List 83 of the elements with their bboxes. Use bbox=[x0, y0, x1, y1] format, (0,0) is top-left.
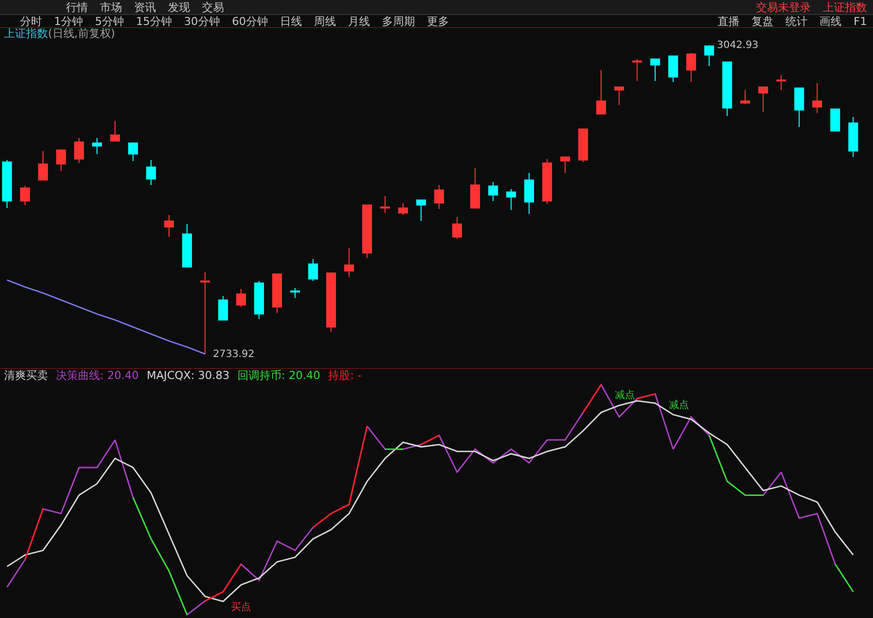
candlestick bbox=[380, 196, 390, 214]
candlestick bbox=[614, 86, 624, 106]
candlestick bbox=[704, 44, 714, 66]
candlestick bbox=[560, 156, 570, 174]
candlestick bbox=[236, 288, 246, 308]
candlestick bbox=[668, 56, 678, 82]
candlestick bbox=[398, 202, 408, 216]
candlestick bbox=[308, 258, 318, 282]
candlestick bbox=[596, 70, 606, 114]
candlestick bbox=[218, 296, 228, 320]
text: 交易未登录 bbox=[756, 0, 811, 14]
candlestick bbox=[254, 280, 264, 320]
candlestick bbox=[524, 172, 534, 214]
candlestick bbox=[758, 86, 768, 112]
text: 日线 bbox=[280, 14, 302, 28]
candlestick bbox=[416, 200, 426, 222]
candlestick bbox=[272, 274, 282, 314]
candlestick bbox=[812, 82, 822, 114]
candlestick bbox=[290, 288, 300, 298]
candlestick bbox=[470, 168, 480, 208]
candlestick bbox=[146, 160, 156, 186]
text: MAJCQX: 30.83 bbox=[146, 369, 230, 382]
text: 决策曲线: 20.40 bbox=[56, 369, 139, 382]
text: 60分钟 bbox=[232, 14, 268, 28]
candlestick bbox=[848, 116, 858, 158]
annotation: 买点 bbox=[231, 601, 251, 613]
candlestick bbox=[776, 74, 786, 90]
candlestick bbox=[38, 150, 48, 180]
text: 1分钟 bbox=[54, 14, 83, 28]
candlestick bbox=[632, 58, 642, 82]
candlestick bbox=[650, 58, 660, 82]
text: F1 bbox=[854, 14, 867, 28]
candlestick bbox=[434, 184, 444, 210]
candlestick bbox=[506, 188, 516, 210]
candlestick bbox=[326, 272, 336, 332]
text: 15分钟 bbox=[136, 14, 172, 28]
text: 直播 bbox=[718, 14, 740, 28]
candlestick bbox=[578, 128, 588, 162]
text: 资讯 bbox=[134, 0, 156, 14]
candlestick bbox=[92, 138, 102, 154]
candlestick bbox=[722, 62, 732, 116]
text: 30分钟 bbox=[184, 14, 220, 28]
candlestick bbox=[182, 224, 192, 268]
text: 行情 bbox=[66, 0, 88, 14]
text: 周线 bbox=[314, 14, 336, 28]
text: 月线 bbox=[348, 14, 370, 28]
candlestick bbox=[686, 52, 696, 82]
chart-title: 上证指数 bbox=[4, 27, 48, 40]
candlestick bbox=[110, 120, 120, 142]
text: 5分钟 bbox=[95, 14, 124, 28]
candlestick bbox=[56, 150, 66, 172]
candlestick bbox=[128, 142, 138, 162]
text: 分时 bbox=[20, 14, 42, 28]
text: 统计 bbox=[786, 14, 808, 28]
candlestick bbox=[164, 214, 174, 238]
text: 多周期 bbox=[382, 14, 415, 28]
candlestick bbox=[542, 158, 552, 204]
annotation: 2733.92 bbox=[213, 349, 254, 360]
candlestick bbox=[794, 88, 804, 128]
candlestick bbox=[740, 90, 750, 104]
annotation: 减点 bbox=[615, 389, 635, 401]
text: 市场 bbox=[100, 0, 122, 14]
text: 交易 bbox=[202, 0, 224, 14]
annotation: 3042.93 bbox=[717, 40, 758, 51]
candlestick bbox=[20, 186, 30, 206]
chart-title: 清爽买卖 bbox=[4, 369, 48, 382]
text: 画线 bbox=[820, 14, 842, 28]
candlestick bbox=[830, 108, 840, 132]
candlestick bbox=[344, 248, 354, 278]
candlestick bbox=[74, 138, 84, 164]
text: 发现 bbox=[168, 0, 190, 14]
chart-subtitle: (日线,前复权) bbox=[48, 27, 116, 40]
candlestick bbox=[362, 204, 372, 258]
text: 回调持币: 20.40 bbox=[238, 369, 320, 382]
text: 持股: - bbox=[328, 369, 362, 382]
text: 上证指数 bbox=[823, 0, 867, 14]
candlestick bbox=[2, 160, 12, 208]
text: 复盘 bbox=[752, 14, 774, 28]
text: 更多 bbox=[427, 14, 449, 28]
annotation: 减点 bbox=[669, 399, 689, 411]
candlestick bbox=[488, 182, 498, 202]
candlestick bbox=[452, 216, 462, 240]
candlestick bbox=[200, 272, 210, 355]
